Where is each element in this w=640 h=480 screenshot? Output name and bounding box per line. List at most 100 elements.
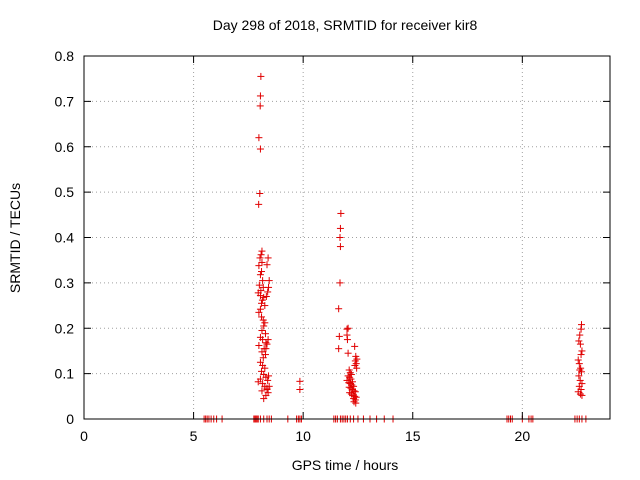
data-point	[265, 372, 273, 380]
grid	[84, 56, 610, 419]
axis-ticks: 0 5 10 15 20 0 0.1 0.2 0.3 0.4 0.5 0.6 0.7 0.8	[55, 48, 610, 444]
data-point	[350, 398, 358, 406]
data-point	[578, 391, 586, 399]
data-point	[575, 382, 583, 390]
data-point	[335, 345, 343, 353]
data-point	[578, 368, 586, 376]
y-tick-label: 0.6	[55, 139, 75, 155]
data-point	[258, 327, 266, 335]
data-point	[258, 313, 266, 321]
data-point	[351, 342, 359, 350]
y-tick-label: 0	[66, 411, 74, 427]
data-point	[576, 376, 584, 384]
data-point	[255, 281, 263, 289]
data-point	[262, 345, 270, 353]
x-tick-label: 0	[80, 428, 88, 444]
data-point	[346, 389, 354, 397]
data-point	[256, 292, 264, 300]
data-point	[261, 319, 269, 327]
data-point	[337, 209, 345, 217]
data-point	[296, 386, 304, 394]
data-point	[258, 258, 266, 266]
data-point	[255, 134, 263, 142]
data-point	[260, 322, 268, 330]
data-point	[575, 360, 583, 368]
data-point	[296, 377, 304, 385]
data-point	[335, 305, 343, 313]
data-point	[263, 386, 271, 394]
data-point	[353, 364, 361, 372]
y-axis-label: SRMTID / TECUs	[7, 183, 23, 293]
y-tick-label: 0.8	[55, 48, 75, 64]
data-point	[576, 390, 584, 398]
y-tick-label: 0.1	[55, 366, 75, 382]
data-point	[343, 325, 351, 333]
data-point	[264, 254, 272, 262]
data-point	[265, 283, 273, 291]
data-point	[258, 247, 266, 255]
data-point	[256, 92, 264, 100]
data-point	[575, 337, 583, 345]
data-point	[353, 355, 361, 363]
data-point	[344, 324, 352, 332]
data-point	[255, 200, 263, 208]
data-point	[256, 145, 264, 153]
data-point	[344, 372, 352, 380]
data-point	[261, 364, 269, 372]
y-tick-label: 0.5	[55, 184, 75, 200]
x-tick-label: 5	[190, 428, 198, 444]
data-point	[575, 372, 583, 380]
data-point	[577, 325, 585, 333]
data-point	[576, 331, 584, 339]
data-point	[257, 251, 265, 259]
data-point	[260, 395, 268, 403]
data-point	[352, 399, 360, 407]
data-point	[258, 296, 266, 304]
data-point	[256, 102, 264, 110]
data-point	[263, 261, 271, 269]
data-point	[256, 189, 264, 197]
y-tick-label: 0.2	[55, 320, 75, 336]
data-point	[254, 378, 262, 386]
data-point	[255, 262, 263, 270]
data-point	[256, 271, 264, 279]
data-point	[261, 302, 269, 310]
data-point	[258, 268, 266, 276]
data-point	[576, 366, 584, 374]
y-tick-label: 0.3	[55, 275, 75, 291]
data-point	[265, 277, 273, 285]
x-tick-label: 20	[515, 428, 531, 444]
data-point	[257, 72, 265, 80]
x-axis-label: GPS time / hours	[292, 457, 399, 473]
data-point	[574, 356, 582, 364]
data-point	[255, 308, 263, 316]
data-point	[259, 277, 267, 285]
x-tick-label: 15	[405, 428, 421, 444]
y-tick-label: 0.4	[55, 230, 75, 246]
data-point	[259, 354, 267, 362]
data-point	[578, 347, 586, 355]
data-point	[263, 340, 271, 348]
data-point	[264, 376, 272, 384]
data-point	[336, 234, 344, 241]
data-point	[258, 387, 266, 395]
data-point	[351, 388, 359, 396]
data-point	[256, 254, 264, 262]
data-point	[255, 341, 263, 349]
data-point	[343, 336, 351, 344]
data-point	[336, 279, 344, 287]
data-point	[577, 364, 585, 372]
data-point	[256, 305, 264, 313]
data-point	[336, 243, 344, 251]
data-point	[577, 351, 585, 359]
data-point	[335, 332, 343, 340]
chart-title: Day 298 of 2018, SRMTID for receiver kir…	[213, 17, 478, 33]
data-point	[262, 292, 270, 300]
data-point	[264, 288, 272, 296]
data-point	[344, 349, 352, 357]
y-tick-label: 0.7	[55, 93, 75, 109]
data-point	[336, 224, 344, 232]
data-point	[258, 348, 266, 356]
